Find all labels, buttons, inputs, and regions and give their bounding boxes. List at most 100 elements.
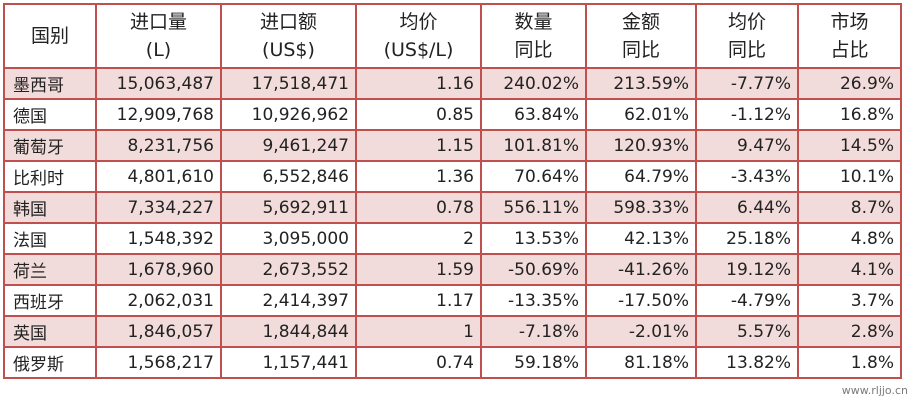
cell-import-volume: 12,909,768 [95,98,222,131]
cell-value-yoy: 213.59% [585,67,697,100]
header-line2: (L) [145,39,172,61]
cell-price-yoy: 19.12% [695,253,799,286]
table-row: 英国 1,846,057 1,844,844 1 -7.18% -2.01% 5.57% 2.… [3,315,902,348]
cell-market-share: 3.7% [797,284,902,317]
cell-value-yoy: 42.13% [585,222,697,255]
table-row: 荷兰 1,678,960 2,673,552 1.59 -50.69% -41.26% 19… [3,253,902,286]
table-row: 俄罗斯 1,568,217 1,157,441 0.74 59.18% 81.18% 13.… [3,346,902,379]
cell-import-volume: 1,568,217 [95,346,222,379]
header-line1: 数量 [514,11,553,33]
cell-country: 法国 [3,222,97,255]
header-line1: 金额 [621,11,660,33]
header-avg-price: 均价 (US$/L) [355,3,482,69]
cell-market-share: 4.1% [797,253,902,286]
cell-volume-yoy: -13.35% [480,284,587,317]
table-container: 国别 进口量 (L) 进口额 (US$) 均价 (US$/L) 数量 同比 金额 同比 均价 同比 市场占… [3,3,902,379]
cell-import-volume: 7,334,227 [95,191,222,224]
header-value-yoy: 金额 同比 [585,3,697,69]
table-row: 葡萄牙 8,231,756 9,461,247 1.15 101.81% 120.93% 9… [3,129,902,162]
cell-country: 韩国 [3,191,97,224]
table-row: 德国 12,909,768 10,926,962 0.85 63.84% 62.01% -1… [3,98,902,131]
cell-country: 西班牙 [3,284,97,317]
cell-avg-price: 2 [355,222,482,255]
cell-volume-yoy: -7.18% [480,315,587,348]
cell-import-volume: 4,801,610 [95,160,222,193]
cell-volume-yoy: 59.18% [480,346,587,379]
header-import-volume: 进口量 (L) [95,3,222,69]
cell-import-value: 2,673,552 [220,253,357,286]
cell-volume-yoy: 63.84% [480,98,587,131]
cell-avg-price: 0.78 [355,191,482,224]
table-row: 西班牙 2,062,031 2,414,397 1.17 -13.35% -17.50% -… [3,284,902,317]
cell-value-yoy: 598.33% [585,191,697,224]
cell-volume-yoy: 240.02% [480,67,587,100]
table-row: 法国 1,548,392 3,095,000 2 13.53% 42.13% 25.18% 4… [3,222,902,255]
header-line1: 进口额 [259,11,317,33]
cell-price-yoy: 5.57% [695,315,799,348]
table-row: 比利时 4,801,610 6,552,846 1.36 70.64% 64.79% -3.… [3,160,902,193]
cell-import-volume: 2,062,031 [95,284,222,317]
cell-import-volume: 1,678,960 [95,253,222,286]
cell-avg-price: 1.59 [355,253,482,286]
header-line1: 国别 [30,25,69,47]
header-line2: 同比 [621,39,660,61]
cell-market-share: 8.7% [797,191,902,224]
cell-country: 荷兰 [3,253,97,286]
header-volume-yoy: 数量 同比 [480,3,587,69]
cell-price-yoy: -4.79% [695,284,799,317]
header-market-share: 市场 占比 [797,3,902,69]
header-line2: 同比 [514,39,553,61]
header-line2: (US$) [262,39,315,61]
cell-volume-yoy: 70.64% [480,160,587,193]
cell-avg-price: 0.85 [355,98,482,131]
cell-avg-price: 1.16 [355,67,482,100]
cell-avg-price: 0.74 [355,346,482,379]
wine-import-table: 国别 进口量 (L) 进口额 (US$) 均价 (US$/L) 数量 同比 金额 同比 均价 同比 市场占… [3,3,902,379]
cell-import-value: 1,157,441 [220,346,357,379]
cell-country: 比利时 [3,160,97,193]
table-body: 墨西哥 15,063,487 17,518,471 1.16 240.02% 213.59… [3,67,902,379]
cell-market-share: 2.8% [797,315,902,348]
cell-value-yoy: 81.18% [585,346,697,379]
header-line1: 市场 [830,11,869,33]
cell-import-volume: 8,231,756 [95,129,222,162]
header-country: 国别 [3,3,97,69]
cell-value-yoy: -2.01% [585,315,697,348]
cell-avg-price: 1.36 [355,160,482,193]
cell-price-yoy: -3.43% [695,160,799,193]
cell-import-value: 6,552,846 [220,160,357,193]
header-line1: 均价 [727,11,766,33]
cell-price-yoy: 25.18% [695,222,799,255]
cell-import-value: 10,926,962 [220,98,357,131]
cell-import-value: 3,095,000 [220,222,357,255]
cell-market-share: 14.5% [797,129,902,162]
cell-volume-yoy: 556.11% [480,191,587,224]
cell-price-yoy: -7.77% [695,67,799,100]
cell-import-value: 5,692,911 [220,191,357,224]
cell-avg-price: 1 [355,315,482,348]
cell-value-yoy: 62.01% [585,98,697,131]
cell-price-yoy: -1.12% [695,98,799,131]
cell-market-share: 16.8% [797,98,902,131]
table-row: 墨西哥 15,063,487 17,518,471 1.16 240.02% 213.59… [3,67,902,100]
header-line2: (US$/L) [383,39,454,61]
watermark-text: www.rljjo.cn [841,384,908,397]
cell-avg-price: 1.17 [355,284,482,317]
cell-import-volume: 1,548,392 [95,222,222,255]
cell-country: 墨西哥 [3,67,97,100]
header-row: 国别 进口量 (L) 进口额 (US$) 均价 (US$/L) 数量 同比 金额 同比 均价 同比 市场占… [3,3,902,69]
cell-market-share: 4.8% [797,222,902,255]
cell-market-share: 26.9% [797,67,902,100]
cell-avg-price: 1.15 [355,129,482,162]
header-line1: 均价 [399,11,438,33]
header-line1: 进口量 [129,11,187,33]
cell-country: 德国 [3,98,97,131]
table-row: 韩国 7,334,227 5,692,911 0.78 556.11% 598.33% 6.… [3,191,902,224]
cell-market-share: 10.1% [797,160,902,193]
cell-import-volume: 1,846,057 [95,315,222,348]
cell-market-share: 1.8% [797,346,902,379]
header-line2: 占比 [830,39,869,61]
cell-import-value: 2,414,397 [220,284,357,317]
cell-volume-yoy: 13.53% [480,222,587,255]
header-import-value: 进口额 (US$) [220,3,357,69]
